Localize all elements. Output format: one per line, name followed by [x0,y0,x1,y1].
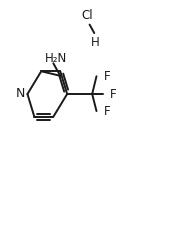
Text: F: F [110,87,117,101]
Text: H: H [90,36,99,49]
Text: Cl: Cl [81,9,93,22]
Text: F: F [103,105,110,117]
Text: H₂N: H₂N [45,52,67,65]
Text: F: F [103,70,110,83]
Text: N: N [15,87,25,100]
